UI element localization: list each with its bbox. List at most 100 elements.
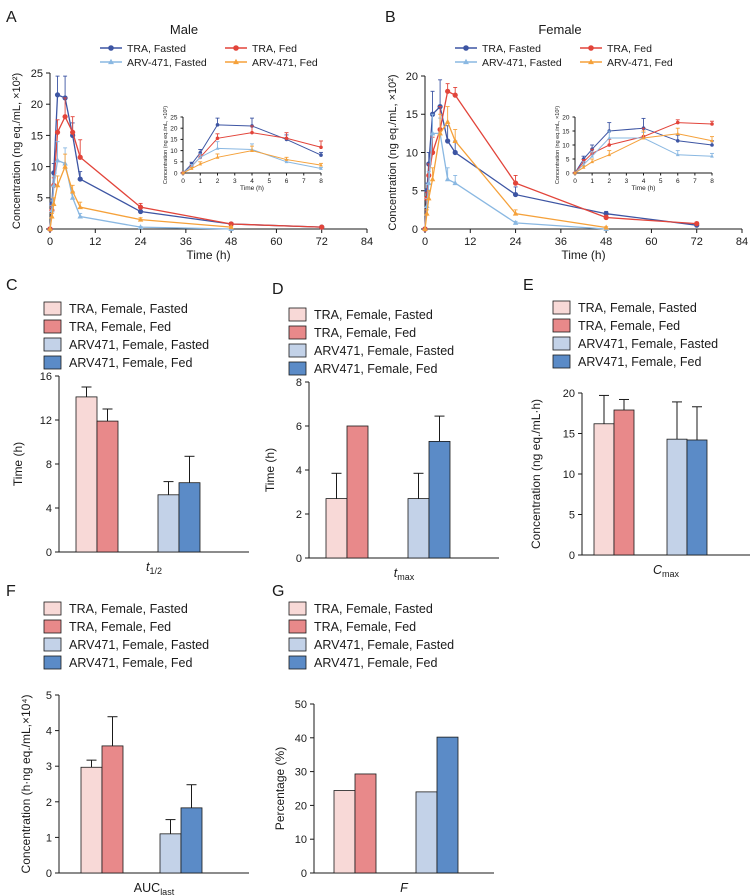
chart-b-inset-data-point bbox=[710, 143, 714, 147]
chart-c-bar bbox=[96, 420, 119, 553]
chart-c-legend-swatch bbox=[43, 355, 62, 370]
chart-b-inset-x-label: Time (h) bbox=[632, 185, 656, 192]
chart-c-bar bbox=[157, 494, 180, 553]
chart-a-inset-series-line bbox=[182, 147, 322, 174]
chart-b-y-tick-label: 0 bbox=[412, 224, 418, 236]
chart-b-inset: 0 5 10 15 20 0 1 2 3 4 5 6 7 8 Time (h) Concentration (… bbox=[555, 106, 714, 192]
chart-g-y-tick-label: 40 bbox=[295, 733, 307, 745]
chart-b-data-point bbox=[429, 176, 436, 182]
chart-a-inset-data-point bbox=[215, 123, 220, 127]
chart-a-x-tick-label: 72 bbox=[316, 236, 328, 248]
chart-b-inset-data-point bbox=[675, 131, 680, 136]
chart-d-legend-swatch bbox=[288, 307, 307, 322]
chart-b-legend-label: ARV-471, Fasted bbox=[482, 57, 562, 69]
chart-f-bar bbox=[101, 745, 124, 874]
chart-b-y-tick-label: 20 bbox=[406, 71, 418, 83]
chart-a-data-point bbox=[49, 213, 55, 219]
chart-g-y-tick-label: 50 bbox=[295, 699, 307, 711]
chart-b-inset-data-point bbox=[573, 170, 577, 175]
chart-a-y-tick-label: 25 bbox=[31, 68, 43, 80]
chart-b-inset-y-tick-label: 10 bbox=[562, 142, 570, 149]
chart-c-y-tick-label: 8 bbox=[46, 459, 52, 471]
chart-c-y-label: Time (h) bbox=[11, 442, 25, 486]
chart-a-inset-y-tick-label: 15 bbox=[170, 137, 178, 144]
chart-b-inset-x-tick-label: 4 bbox=[642, 178, 646, 185]
chart-d-bar bbox=[346, 425, 369, 559]
chart-a-panel-label: A bbox=[6, 9, 17, 26]
chart-c-legend-swatch bbox=[43, 337, 62, 352]
chart-b-x-tick-label: 60 bbox=[645, 236, 657, 248]
chart-c-x-label-main: t bbox=[146, 560, 150, 574]
chart-a-inset-x-tick-label: 4 bbox=[250, 178, 254, 185]
chart-a-legend-swatch-marker bbox=[233, 58, 239, 65]
chart-b: B Female TRA, Fasted TRA, Fed ARV-471, Faste… bbox=[385, 9, 748, 262]
chart-g-legend-swatch bbox=[288, 601, 307, 616]
chart-e-bar bbox=[593, 423, 615, 556]
chart-e-panel-label: E bbox=[523, 277, 534, 294]
chart-e: E TRA, Female, Fasted TRA, Female, Fed ARV4… bbox=[523, 277, 750, 579]
chart-a-x-tick-label: 24 bbox=[134, 236, 146, 248]
chart-c-legend-label: TRA, Female, Fasted bbox=[69, 302, 188, 316]
chart-d-y-tick-label: 0 bbox=[296, 553, 302, 565]
chart-d-x-label-sub: max bbox=[397, 572, 415, 582]
chart-e-bar bbox=[613, 409, 635, 556]
chart-a-data-point bbox=[137, 204, 144, 210]
chart-b-data-point bbox=[424, 210, 430, 216]
chart-b-data-point bbox=[445, 138, 451, 144]
chart-d-bar bbox=[428, 440, 451, 559]
chart-a-x-tick-label: 48 bbox=[225, 236, 237, 248]
chart-f-legend-swatch bbox=[43, 619, 62, 634]
chart-b-y-tick-label: 5 bbox=[412, 186, 418, 198]
chart-a-x-label: Time (h) bbox=[186, 248, 230, 262]
chart-b-x-tick-label: 48 bbox=[600, 236, 612, 248]
chart-b-data-point bbox=[452, 138, 458, 144]
chart-f-x-label: AUClast bbox=[134, 881, 175, 896]
chart-a-inset-data-point bbox=[319, 166, 323, 170]
chart-a-legend-label: TRA, Fasted bbox=[127, 43, 186, 55]
chart-b-data-point bbox=[694, 221, 700, 227]
chart-a-inset-data-point bbox=[284, 157, 289, 161]
chart-g-legend-label: ARV471, Female, Fed bbox=[314, 656, 437, 670]
chart-e-legend-label: ARV471, Female, Fasted bbox=[578, 337, 718, 351]
chart-b-y-tick-label: 15 bbox=[406, 109, 418, 121]
chart-c-legend-swatch bbox=[43, 319, 62, 334]
chart-b-data-point bbox=[429, 130, 436, 136]
chart-c-legend-label: TRA, Female, Fed bbox=[69, 320, 171, 334]
chart-a-y-tick-label: 5 bbox=[37, 193, 43, 205]
chart-b-inset-x-tick-label: 2 bbox=[607, 178, 611, 185]
chart-f-x-label-main: AUC bbox=[134, 881, 160, 895]
chart-f-y-label: Concentration (h·ng eq./mL,×10⁴) bbox=[19, 695, 33, 874]
chart-b-inset-data-point bbox=[607, 135, 612, 140]
chart-a-legend-swatch-marker bbox=[233, 45, 239, 51]
chart-a-data-point bbox=[62, 163, 68, 169]
chart-c-legend-label: ARV471, Female, Fasted bbox=[69, 338, 209, 352]
chart-b-data-point bbox=[437, 130, 443, 136]
chart-e-x-label: Cmax bbox=[653, 563, 680, 579]
chart-c-bar bbox=[75, 396, 98, 553]
chart-c-bar bbox=[178, 482, 201, 553]
chart-b-inset-data-point bbox=[607, 143, 612, 147]
chart-f-legend-swatch bbox=[43, 637, 62, 652]
chart-f-panel-label: F bbox=[6, 583, 16, 600]
chart-b-inset-x-tick-label: 6 bbox=[676, 178, 680, 185]
chart-f-legend-label: ARV471, Female, Fasted bbox=[69, 638, 209, 652]
chart-b-x-tick-label: 0 bbox=[422, 236, 428, 248]
chart-b-legend-swatch-marker bbox=[588, 58, 594, 65]
chart-b-legend-swatch-marker bbox=[463, 45, 469, 51]
chart-b-inset-x-tick-label: 0 bbox=[573, 178, 577, 185]
chart-a-inset-data-point bbox=[189, 166, 194, 170]
chart-b-inset-data-point bbox=[710, 154, 714, 158]
chart-e-legend-swatch bbox=[552, 300, 571, 315]
chart-c-legend-label: ARV471, Female, Fed bbox=[69, 356, 192, 370]
chart-e-bar bbox=[666, 438, 688, 556]
chart-e-legend-label: TRA, Female, Fasted bbox=[578, 301, 697, 315]
chart-a-data-point bbox=[228, 224, 234, 230]
chart-b-data-point bbox=[444, 176, 451, 182]
chart-a-inset-y-tick-label: 20 bbox=[170, 125, 178, 132]
chart-a-data-point bbox=[51, 182, 57, 188]
chart-f-y-tick-label: 2 bbox=[46, 797, 52, 809]
chart-f-legend-label: TRA, Female, Fasted bbox=[69, 602, 188, 616]
chart-d-y-tick-label: 6 bbox=[296, 421, 302, 433]
chart-d-legend-label: ARV471, Female, Fasted bbox=[314, 344, 454, 358]
